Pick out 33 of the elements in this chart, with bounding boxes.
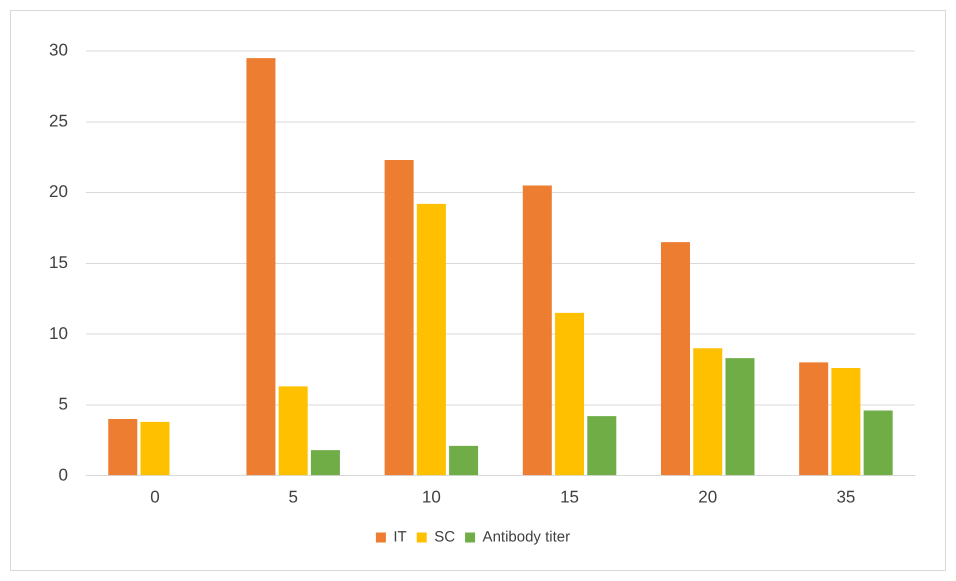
y-tick-label: 5 bbox=[58, 394, 68, 414]
y-tick-label: 15 bbox=[48, 252, 68, 272]
x-tick-label: 20 bbox=[698, 487, 718, 506]
bar bbox=[108, 418, 138, 476]
bar bbox=[693, 348, 722, 476]
bar bbox=[555, 312, 584, 476]
legend-label: Antibody titer bbox=[482, 528, 570, 546]
x-tick-label: 0 bbox=[150, 487, 160, 506]
y-tick-label: 30 bbox=[48, 40, 68, 60]
legend-label: IT bbox=[393, 528, 407, 546]
bar bbox=[140, 422, 170, 476]
bar bbox=[449, 446, 478, 476]
x-tick-label: 5 bbox=[288, 487, 298, 506]
bar bbox=[416, 204, 446, 476]
bar bbox=[864, 410, 893, 476]
bar bbox=[799, 362, 828, 476]
y-tick-label: 20 bbox=[48, 182, 68, 202]
bar bbox=[310, 450, 340, 476]
bar bbox=[384, 160, 414, 476]
bar bbox=[246, 58, 276, 476]
y-tick-label: 0 bbox=[58, 465, 68, 484]
bar bbox=[587, 416, 616, 476]
bar bbox=[522, 185, 552, 476]
x-tick-label: 10 bbox=[422, 487, 441, 506]
bar bbox=[831, 368, 860, 476]
y-tick-label: 25 bbox=[48, 111, 68, 130]
y-tick-label: 10 bbox=[48, 324, 68, 343]
bar bbox=[725, 358, 754, 476]
bar bbox=[660, 242, 690, 476]
legend-label: SC bbox=[434, 528, 456, 546]
x-tick-label: 35 bbox=[836, 487, 856, 506]
bar bbox=[278, 386, 308, 476]
x-tick-label: 15 bbox=[560, 487, 580, 506]
